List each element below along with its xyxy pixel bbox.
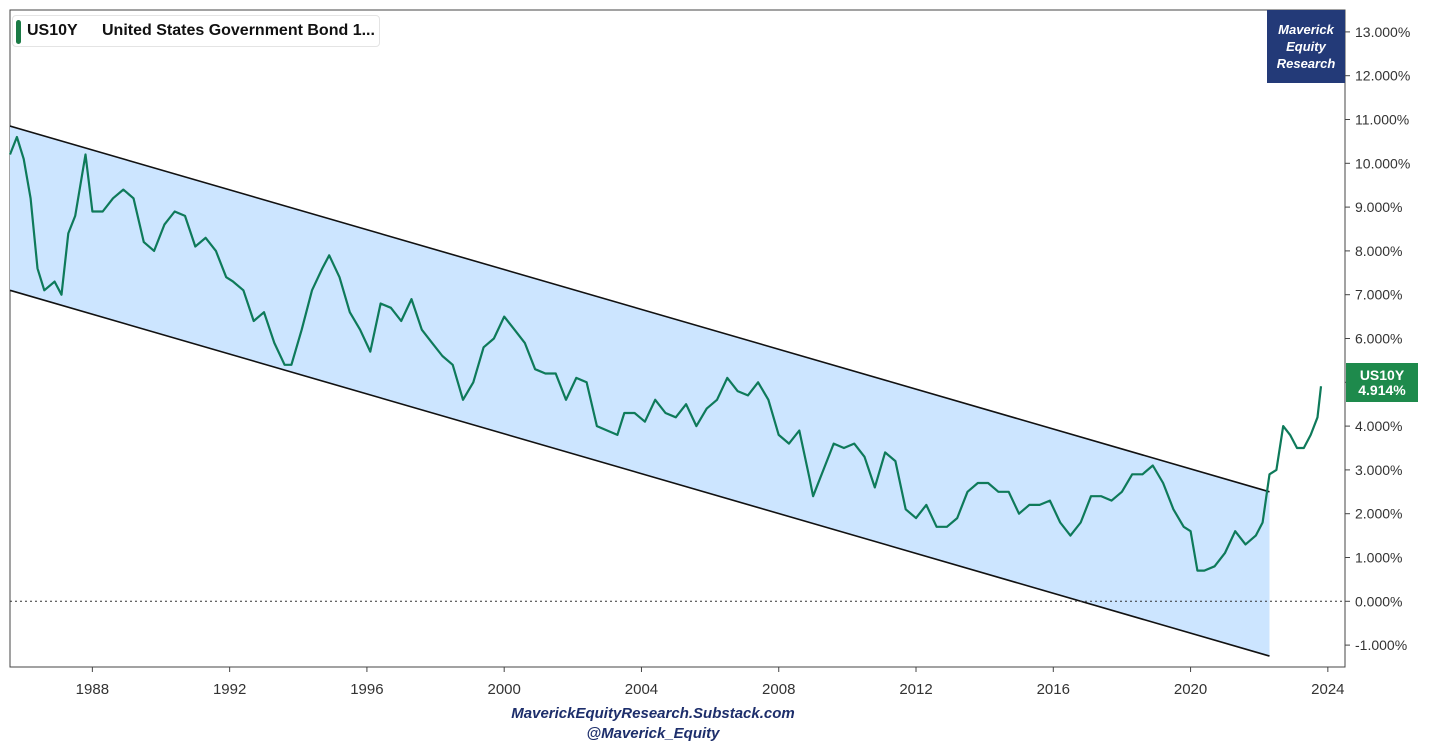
series-line-us10y <box>8 135 1323 572</box>
credit-handle: @Maverick_Equity <box>586 725 720 742</box>
y-tick-label: 9.000% <box>1355 199 1402 215</box>
y-tick-label: 12.000% <box>1355 68 1410 84</box>
y-tick-label: 4.000% <box>1355 418 1402 434</box>
y-tick-label: 6.000% <box>1355 331 1402 347</box>
legend-color-swatch <box>16 20 21 44</box>
legend-series-name: United States Government Bond 1... <box>102 22 375 39</box>
channel-lower-line <box>9 289 1270 657</box>
x-tick-label: 2016 <box>1037 681 1070 698</box>
x-tick-label: 2012 <box>899 681 932 698</box>
brand-logo: Maverick Equity Research <box>1267 10 1345 83</box>
x-axis: 1988 1992 1996 2000 2004 2008 2012 2016 2020 2024 <box>76 667 1345 698</box>
y-axis: 13.000% 12.000% 11.000% 10.000% 9.000% 8.000%… <box>1345 24 1410 653</box>
y-tick-label: -1.000% <box>1355 637 1407 653</box>
channel-layer <box>9 125 1270 657</box>
x-tick-label: 2004 <box>625 681 658 698</box>
credit-website: MaverickEquityResearch.Substack.com <box>511 705 795 722</box>
y-tick-label: 1.000% <box>1355 550 1402 566</box>
y-tick-label: 7.000% <box>1355 287 1402 303</box>
series-layer <box>8 135 1323 572</box>
x-tick-label: 1996 <box>350 681 383 698</box>
y-tick-label: 11.000% <box>1355 112 1409 128</box>
x-tick-label: 2000 <box>488 681 521 698</box>
y-tick-label: 8.000% <box>1355 243 1402 259</box>
series-legend[interactable]: US10Y United States Government Bond 1... <box>12 15 380 47</box>
price-tag-symbol: US10Y <box>1359 366 1405 383</box>
y-tick-label: 3.000% <box>1355 462 1402 478</box>
y-tick-label: 0.000% <box>1355 593 1402 609</box>
last-price-tag: US10Y 4.914% <box>1346 363 1418 402</box>
x-tick-label: 1988 <box>76 681 109 698</box>
brand-line-1: Maverick <box>1278 22 1334 37</box>
y-tick-label: 10.000% <box>1355 155 1410 171</box>
x-tick-label: 2020 <box>1174 681 1207 698</box>
x-tick-label: 2008 <box>762 681 795 698</box>
y-tick-label: 2.000% <box>1355 506 1402 522</box>
brand-line-3: Research <box>1276 56 1336 71</box>
channel-upper-line <box>9 125 1270 493</box>
x-tick-label: 2024 <box>1311 681 1344 698</box>
brand-line-2: Equity <box>1286 39 1326 54</box>
price-tag-value: 4.914% <box>1358 381 1406 398</box>
legend-symbol: US10Y <box>27 22 78 39</box>
y-tick-label: 13.000% <box>1355 24 1410 40</box>
channel-fill <box>10 126 1270 657</box>
x-tick-label: 1992 <box>213 681 246 698</box>
